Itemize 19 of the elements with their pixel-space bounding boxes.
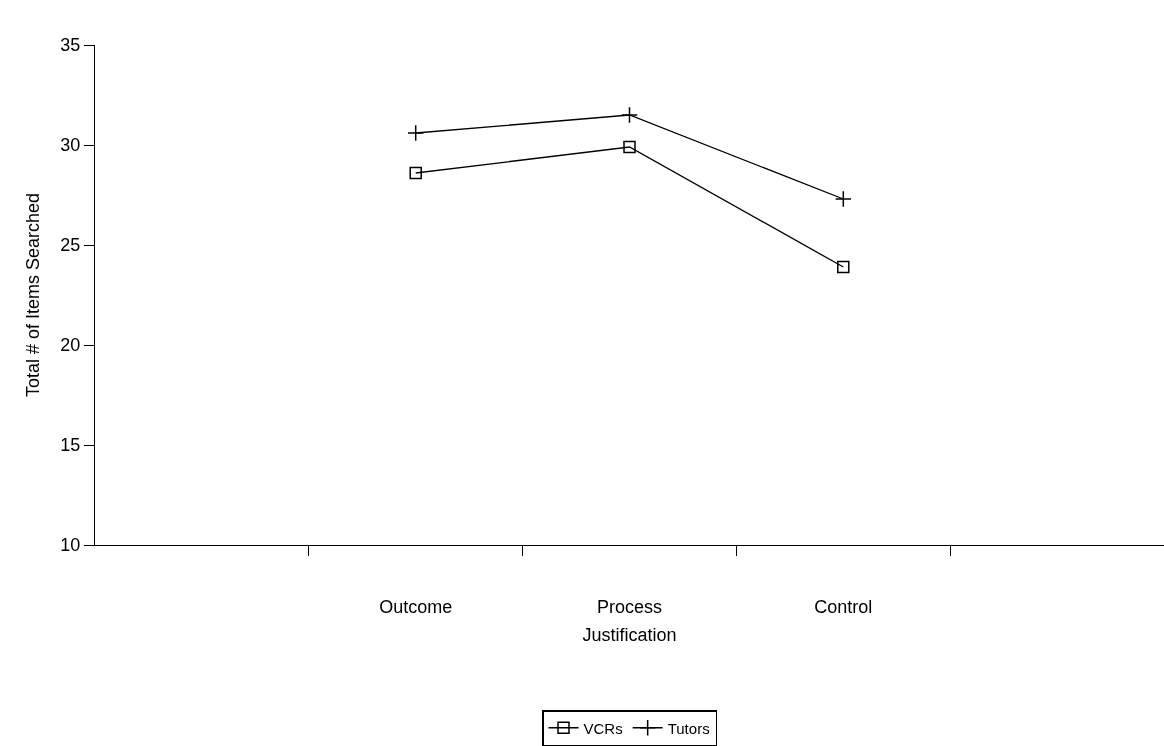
x-tick-label: Process <box>596 596 663 617</box>
y-tick-label: 20 <box>60 335 81 356</box>
legend-label: Tutors <box>667 719 710 737</box>
x-tick-label: Outcome <box>379 596 453 617</box>
point <box>834 190 852 208</box>
y-tick-label: 10 <box>60 535 81 556</box>
point <box>837 260 850 274</box>
point <box>621 106 638 124</box>
y-tick-label: 35 <box>60 35 81 56</box>
y-axis-title: Total # of Items Searched <box>23 192 44 398</box>
point <box>407 124 425 142</box>
legend-label: VCRs <box>583 719 623 737</box>
y-tick-label: 30 <box>60 135 81 156</box>
y-tick-label: 15 <box>60 435 81 456</box>
y-tick-label: 25 <box>60 235 81 256</box>
x-axis-title: Justification <box>582 624 677 645</box>
point <box>623 140 636 154</box>
x-tick-label: Control <box>814 596 873 617</box>
point <box>409 166 422 180</box>
